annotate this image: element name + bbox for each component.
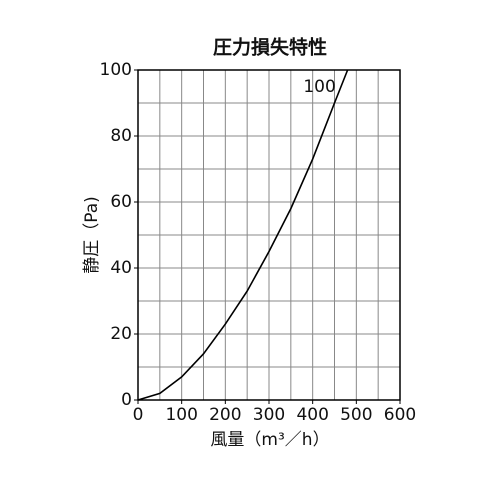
y-tick-label: 20 <box>110 324 132 344</box>
y-tick-label: 80 <box>110 126 132 146</box>
y-tick-label: 40 <box>110 258 132 278</box>
chart-title: 圧力損失特性 <box>213 36 327 59</box>
y-axis-label: 静圧（Pa) <box>82 196 102 274</box>
curve-label: 100 <box>303 77 335 97</box>
y-tick-label: 0 <box>121 390 132 410</box>
x-tick-label: 0 <box>133 405 144 425</box>
x-tick-label: 500 <box>340 405 372 425</box>
y-tick-label: 100 <box>100 60 132 80</box>
x-tick-label: 600 <box>384 405 416 425</box>
y-tick-label: 60 <box>110 192 132 212</box>
x-axis-label: 風量（m³／h） <box>210 430 329 450</box>
curve <box>137 69 349 401</box>
x-tick-label: 400 <box>296 405 328 425</box>
x-tick-label: 100 <box>165 405 197 425</box>
x-tick-label: 300 <box>253 405 285 425</box>
x-tick-label: 200 <box>209 405 241 425</box>
